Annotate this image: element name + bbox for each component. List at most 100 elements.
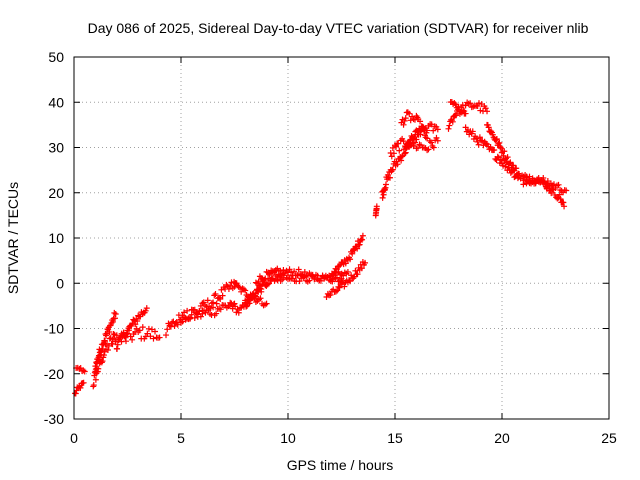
data-point: [474, 138, 481, 145]
data-point: [516, 171, 523, 178]
data-point: [373, 203, 380, 210]
data-point: [80, 367, 87, 374]
data-point: [150, 335, 157, 342]
data-point: [414, 127, 421, 134]
data-point: [349, 250, 356, 257]
data-point: [152, 328, 159, 335]
data-point: [213, 310, 220, 317]
data-point: [81, 368, 88, 375]
data-point: [143, 305, 150, 312]
data-point: [80, 379, 87, 386]
y-tick-label: -20: [44, 366, 64, 382]
series-arc-05: [109, 324, 163, 352]
data-point: [344, 268, 351, 275]
data-point: [295, 266, 302, 273]
data-point: [225, 286, 232, 293]
data-point: [404, 109, 411, 116]
data-point: [109, 318, 116, 325]
data-point: [112, 311, 119, 318]
data-point: [390, 150, 397, 157]
data-point: [114, 341, 121, 348]
chart-title: Day 086 of 2025, Sidereal Day-to-day VTE…: [88, 20, 589, 36]
data-point: [402, 115, 409, 122]
data-point: [306, 277, 313, 284]
data-point: [497, 156, 504, 163]
data-point: [341, 283, 348, 290]
y-tick-label: 0: [56, 275, 64, 291]
series-arc-04: [92, 309, 119, 373]
data-point: [482, 140, 489, 147]
series-arc-16: [323, 259, 369, 301]
data-point: [445, 125, 452, 132]
data-point: [561, 203, 568, 210]
data-point: [274, 277, 281, 284]
data-point: [417, 131, 424, 138]
data-point: [277, 267, 284, 274]
y-tick-label: -30: [44, 411, 64, 427]
data-point: [204, 297, 211, 304]
data-point: [411, 134, 418, 141]
data-point: [387, 174, 394, 181]
data-point: [502, 163, 509, 170]
data-point: [388, 153, 395, 160]
data-point: [428, 139, 435, 146]
data-point: [255, 278, 262, 285]
data-point: [451, 100, 458, 107]
x-tick-label: 5: [177, 430, 185, 446]
data-point: [484, 108, 491, 115]
data-point: [467, 100, 474, 107]
data-point: [513, 165, 520, 172]
data-point: [354, 245, 361, 252]
data-point: [393, 143, 400, 150]
data-point: [219, 292, 226, 299]
data-point: [327, 291, 334, 298]
data-point: [288, 269, 295, 276]
data-point: [133, 325, 140, 332]
data-point: [164, 326, 171, 333]
data-point: [217, 306, 224, 313]
data-point: [156, 334, 163, 341]
data-point: [359, 236, 366, 243]
data-point: [179, 318, 186, 325]
data-point: [347, 278, 354, 285]
data-point: [167, 323, 174, 330]
x-axis-label: GPS time / hours: [287, 457, 394, 473]
data-point: [358, 265, 365, 272]
series-arc-17: [327, 232, 366, 280]
data-point: [497, 143, 504, 150]
data-point: [142, 307, 149, 314]
series-arc-09: [199, 278, 240, 312]
data-point: [123, 331, 130, 338]
data-point: [266, 280, 273, 287]
data-point: [336, 263, 343, 270]
data-point: [217, 296, 224, 303]
data-point: [382, 181, 389, 188]
data-point: [424, 147, 431, 154]
data-points: [72, 98, 570, 397]
data-point: [252, 279, 259, 286]
data-point: [430, 127, 437, 134]
data-point: [424, 127, 431, 134]
data-point: [113, 345, 120, 352]
data-point: [449, 118, 456, 125]
data-point: [262, 275, 269, 282]
data-point: [493, 135, 500, 142]
data-point: [354, 271, 361, 278]
data-point: [190, 307, 197, 314]
data-point: [92, 366, 99, 373]
data-point: [406, 140, 413, 147]
data-point: [396, 147, 403, 154]
data-point: [476, 134, 483, 141]
series-arc-02: [73, 364, 88, 375]
data-point: [144, 330, 151, 337]
data-point: [347, 256, 354, 263]
data-point: [104, 347, 111, 354]
data-point: [95, 352, 102, 359]
data-point: [352, 267, 359, 274]
data-point: [482, 105, 489, 112]
data-point: [548, 190, 555, 197]
data-point: [101, 337, 108, 344]
data-point: [477, 107, 484, 114]
data-point: [280, 274, 287, 281]
data-point: [187, 315, 194, 322]
